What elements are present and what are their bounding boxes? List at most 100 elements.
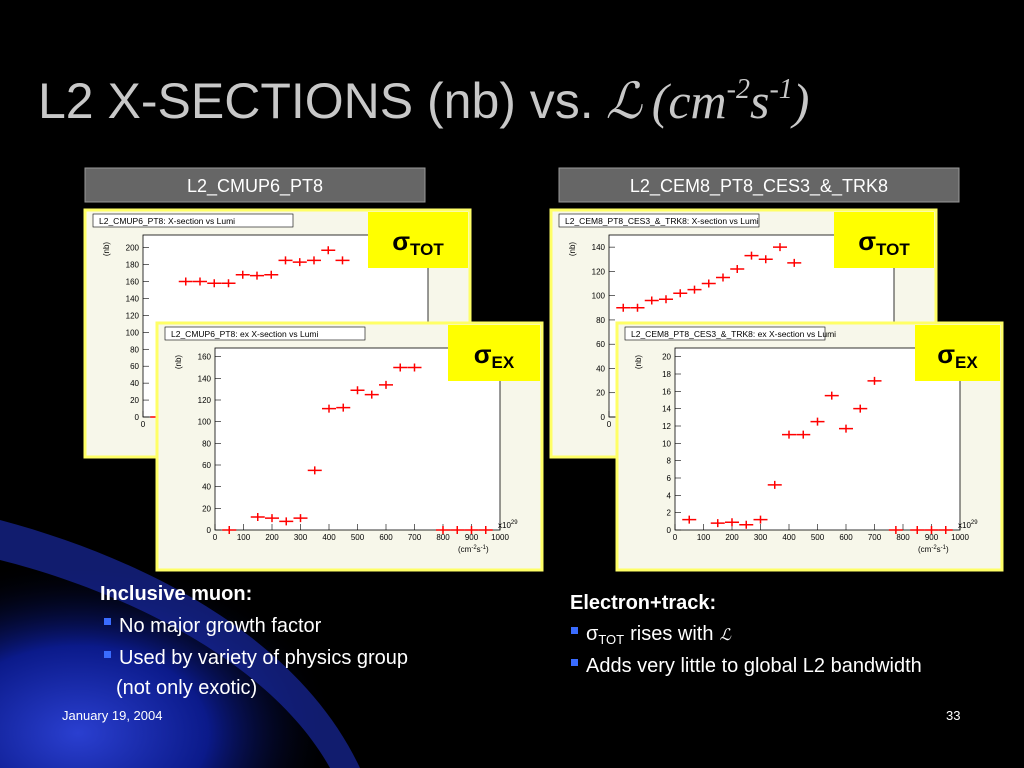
x-axis-label-part: (cm [918,545,932,554]
y-tick-label: 120 [592,267,606,276]
x-tick-label: 700 [868,533,882,542]
data-point [221,279,236,288]
x-tick-label: 100 [237,533,251,542]
data-point [322,404,336,413]
badge-symbol: σ [392,226,410,256]
x-tick-label: 400 [782,533,796,542]
panel-header-box [558,167,960,203]
data-point [250,513,265,521]
y-tick-label: 140 [592,243,606,252]
x-multiplier: x1029 [498,520,518,530]
x-multiplier-base: x10 [498,521,511,530]
data-point [673,289,688,298]
data-point [630,303,645,312]
x-tick-label: 900 [925,533,939,542]
x-tick-label: 0 [673,533,678,542]
data-point [450,526,465,534]
data-point [725,518,739,527]
x-multiplier: x1029 [958,520,978,530]
x-tick-label: 800 [436,533,450,542]
bullet-text: Adds very little to global L2 bandwidth [586,655,922,677]
badge: σEX [474,339,515,372]
data-point [744,251,759,260]
x-tick-label: 100 [697,533,711,542]
y-tick-label: 60 [130,362,139,371]
page-number: 33 [946,708,960,723]
data-point [293,514,308,523]
x-tick-label: 0 [213,533,218,542]
x-tick-label: 400 [322,533,336,542]
y-tick-label: 120 [126,311,140,320]
data-point [687,285,702,294]
x-tick-label: 300 [754,533,768,542]
x-tick-label: 500 [351,533,365,542]
y-tick-label: 20 [662,353,671,362]
panel-header-box [84,167,426,203]
data-point [824,391,839,400]
y-tick-label: 14 [662,405,671,414]
badge-symbol: σ [858,226,876,256]
data-point [682,515,697,524]
y-tick-label: 120 [198,396,212,405]
data-point [321,246,336,255]
y-tick-label: 16 [662,387,671,396]
x-axis-label-part: s [937,545,941,554]
data-point [207,279,222,288]
background-swirl [0,420,520,768]
chart: L2_CEM8_PT8_CES3_&_TRK8: ex X-section vs… [615,321,1004,572]
badge-symbol: σ [937,339,955,369]
badge-box [834,212,934,268]
plot-area [674,347,961,531]
footer-date: January 19, 2004 [62,708,162,723]
x-tick-label: 300 [294,533,308,542]
data-point [853,404,868,413]
x-axis-label-part: ) [486,545,489,554]
y-tick-label: 6 [667,474,672,483]
y-tick-label: 100 [592,292,606,301]
y-axis-label: (nb) [102,242,111,257]
y-tick-label: 40 [202,483,211,492]
data-point [710,519,725,528]
y-tick-label: 40 [596,364,605,373]
chart-title-box [164,326,366,341]
x-axis-label-part: -1 [481,545,487,551]
data-point [350,386,365,395]
x-axis-label-part: -2 [471,545,477,551]
y-tick-label: 20 [130,396,139,405]
data-point [222,526,237,534]
data-point [250,271,264,280]
data-point [264,270,279,279]
panel-header: L2_CMUP6_PT8 [187,176,323,197]
data-point [730,264,745,273]
y-tick-label: 160 [126,278,140,287]
y-tick-label: 10 [662,439,671,448]
data-point [782,430,796,439]
y-tick-label: 0 [207,526,212,535]
panel-header: L2_CEM8_PT8_CES3_&_TRK8 [630,176,888,197]
y-tick-label: 12 [662,422,671,431]
data-point [235,270,250,279]
y-tick-label: 80 [202,439,211,448]
chart-title: L2_CMUP6_PT8: X-section vs Lumi [99,216,235,226]
y-tick-label: 40 [130,379,139,388]
data-point [839,424,853,433]
data-point [364,390,379,399]
badge-subscript: EX [492,353,515,372]
chart-title: L2_CEM8_PT8_CES3_&_TRK8: X-section vs Lu… [565,216,759,226]
data-point [810,417,825,426]
bullet [104,651,111,658]
bullet [104,618,111,625]
x-tick-label: 0 [607,420,612,429]
data-point [739,520,754,529]
y-tick-label: 200 [126,244,140,253]
data-point [701,279,716,288]
x-axis-label: (cm-2s-1) [918,545,949,554]
data-point [716,273,730,282]
data-point [292,258,307,267]
y-tick-label: 60 [202,461,211,470]
y-tick-label: 60 [596,340,605,349]
x-multiplier-exp: 29 [971,520,978,526]
slide-title: L2 X-SECTIONS (nb) vs. ℒ (cm-2s-1) [38,73,809,129]
data-point [616,303,631,312]
